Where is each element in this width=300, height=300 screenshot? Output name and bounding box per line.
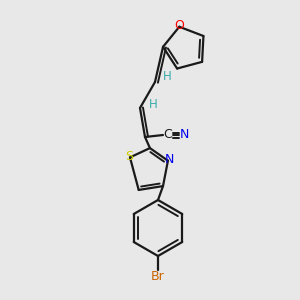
Text: H: H	[148, 98, 158, 110]
Text: N: N	[164, 153, 174, 166]
Text: O: O	[174, 19, 184, 32]
Text: S: S	[125, 150, 133, 163]
Text: N: N	[179, 128, 189, 142]
Text: H: H	[163, 70, 171, 83]
Text: Br: Br	[151, 271, 165, 284]
Text: C: C	[164, 128, 172, 142]
